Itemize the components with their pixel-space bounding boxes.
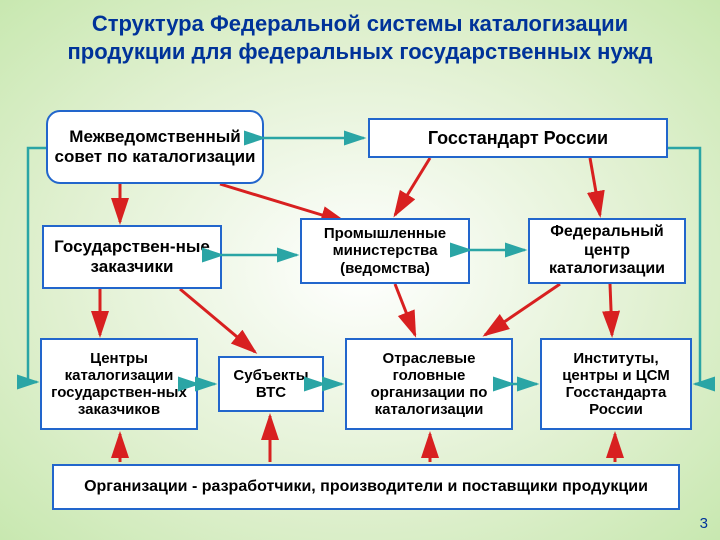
node-footer: Организации - разработчики, производител… [52,464,680,510]
diagram-title: Структура Федеральной системы каталогиза… [0,10,720,65]
node-gosstandart: Госстандарт России [368,118,668,158]
node-council: Межведомственный совет по каталогизации [46,110,264,184]
node-branch-orgs: Отраслевые головные организации по катал… [345,338,513,430]
node-institutes: Институты, центры и ЦСМ Госстандарта Рос… [540,338,692,430]
page-number: 3 [700,515,708,532]
node-federal-center: Федеральный центр каталогизации [528,218,686,284]
node-centers-customers: Центры каталогизации государствен-ных за… [40,338,198,430]
node-state-customers: Государствен-ные заказчики [42,225,222,289]
node-ministries: Промышленные министерства (ведомства) [300,218,470,284]
node-vts: Субъекты ВТС [218,356,324,412]
